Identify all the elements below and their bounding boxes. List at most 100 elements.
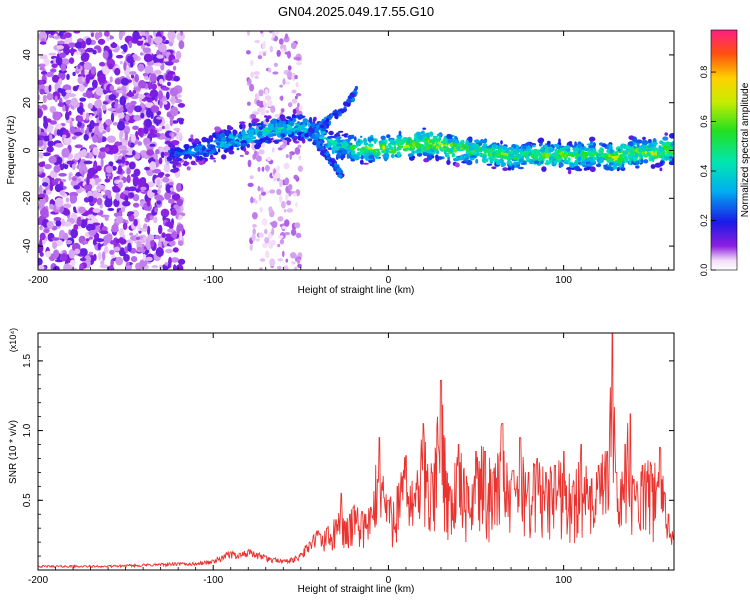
spectrogram-x-tick-label: -100 (203, 275, 223, 286)
spectrogram-cell (508, 153, 512, 159)
spectrogram-cell (349, 146, 355, 150)
spectrogram-cell (115, 256, 124, 266)
spectrogram-cell (162, 95, 166, 101)
spectrogram-cell (159, 100, 163, 109)
spectrogram-cell (540, 160, 544, 165)
spectrogram-cell (635, 139, 643, 144)
spectrogram-cell (42, 152, 51, 157)
snr-frame (37, 332, 675, 571)
spectrogram-cell (144, 65, 154, 75)
spectrogram-cell (67, 93, 77, 98)
spectrogram-cell (78, 206, 86, 214)
spectrogram-cell (132, 150, 136, 156)
spectrogram-cell (298, 114, 303, 119)
spectrogram-cell (344, 146, 351, 149)
spectrogram-cell (114, 100, 118, 109)
spectrogram-cell (318, 122, 323, 125)
spectrogram-cell (265, 129, 272, 132)
spectrogram-cell (73, 185, 81, 190)
spectrogram-cell (531, 149, 535, 156)
spectrogram-cell (606, 166, 609, 170)
spectrogram-cell (122, 31, 126, 36)
spectrogram-cell (169, 118, 174, 127)
spectrogram-y-label: Frequency (Hz) (6, 116, 17, 185)
spectrogram-cell (521, 151, 525, 157)
spectrogram-cell (114, 153, 118, 161)
spectrogram-cell (154, 194, 164, 201)
spectrogram-cell (533, 160, 540, 164)
spectrogram-cell (76, 216, 82, 227)
spectrogram-cell (117, 165, 123, 175)
spectrogram-cell (117, 121, 125, 131)
spectrogram-cell (88, 236, 93, 240)
spectrogram-cell (209, 157, 216, 160)
spectrogram-cell (380, 135, 386, 140)
spectrogram-cell (639, 144, 646, 150)
spectrogram-cell (138, 79, 146, 89)
spectrogram-cell (276, 265, 282, 270)
spectrogram-cell (159, 78, 164, 85)
spectrogram-cell (111, 224, 119, 233)
spectrogram-cell (298, 105, 303, 111)
spectrogram-cell (212, 144, 216, 149)
spectrogram-cell (475, 158, 479, 164)
spectrogram-cell (282, 250, 285, 258)
spectrogram-cell (168, 198, 175, 204)
spectrogram-cell (491, 166, 497, 170)
spectrogram-cell (43, 135, 51, 142)
spectrogram-cell (87, 103, 94, 109)
spectrogram-cell (280, 95, 284, 101)
spectrogram-cell (290, 228, 297, 236)
spectrogram-cell (193, 138, 200, 144)
spectrogram-cell (258, 193, 262, 202)
spectrogram-cell (647, 145, 651, 148)
spectrogram-y-tick-label: -20 (22, 191, 33, 206)
spectrogram-cell (134, 74, 139, 83)
spectrogram-cell (254, 199, 258, 205)
snr-x-ticks: -200 -100 0 100 (28, 333, 670, 586)
spectrogram-cell (151, 265, 159, 269)
spectrogram-cell (273, 62, 278, 67)
spectrogram-cell (663, 148, 668, 151)
spectrogram-cell (297, 263, 302, 268)
spectrogram-cell (573, 161, 579, 166)
spectrogram-cell (293, 174, 299, 180)
spectrogram-cell (586, 143, 593, 146)
spectrogram-cell (275, 139, 283, 142)
spectrogram-cell (239, 124, 244, 130)
spectrogram-cell (146, 98, 153, 103)
spectrogram-x-tick-label: 0 (386, 275, 392, 286)
spectrogram-cell (83, 61, 93, 71)
spectrogram-cell (664, 132, 668, 136)
spectrogram-cell (544, 147, 549, 153)
spectrogram-cell (46, 93, 54, 101)
spectrogram-cell (300, 136, 305, 142)
spectrogram-cell (55, 178, 62, 182)
spectrogram-cell (175, 154, 181, 158)
spectrogram-cell (78, 165, 88, 175)
spectrogram-cell (127, 242, 132, 252)
spectrogram-cell (256, 155, 262, 162)
spectrogram-cell (155, 247, 164, 257)
spectrogram-cell (405, 147, 410, 151)
spectrogram-cell (53, 35, 61, 40)
spectrogram-cell (609, 148, 613, 154)
spectrogram-cell (240, 142, 248, 147)
spectrogram-cell (516, 150, 522, 153)
spectrogram-cell (284, 232, 291, 236)
spectrogram-cell (38, 63, 46, 68)
colorbar-tick-label: 0.4 (699, 165, 709, 178)
spectrogram-cell (68, 174, 72, 181)
spectrogram-cell (98, 112, 102, 119)
spectrogram-cell (133, 218, 138, 227)
spectrogram-cell (105, 165, 114, 174)
spectrogram-cell (176, 182, 182, 192)
spectrogram-cell (642, 136, 646, 141)
spectrogram-cell (187, 147, 192, 153)
spectrogram-cell (316, 124, 320, 129)
spectrogram-cell (144, 166, 151, 171)
spectrogram-cell (502, 145, 508, 149)
spectrogram-y-tick-label: 20 (22, 97, 33, 109)
spectrogram-cell (154, 234, 161, 240)
spectrogram-cell (263, 137, 271, 140)
